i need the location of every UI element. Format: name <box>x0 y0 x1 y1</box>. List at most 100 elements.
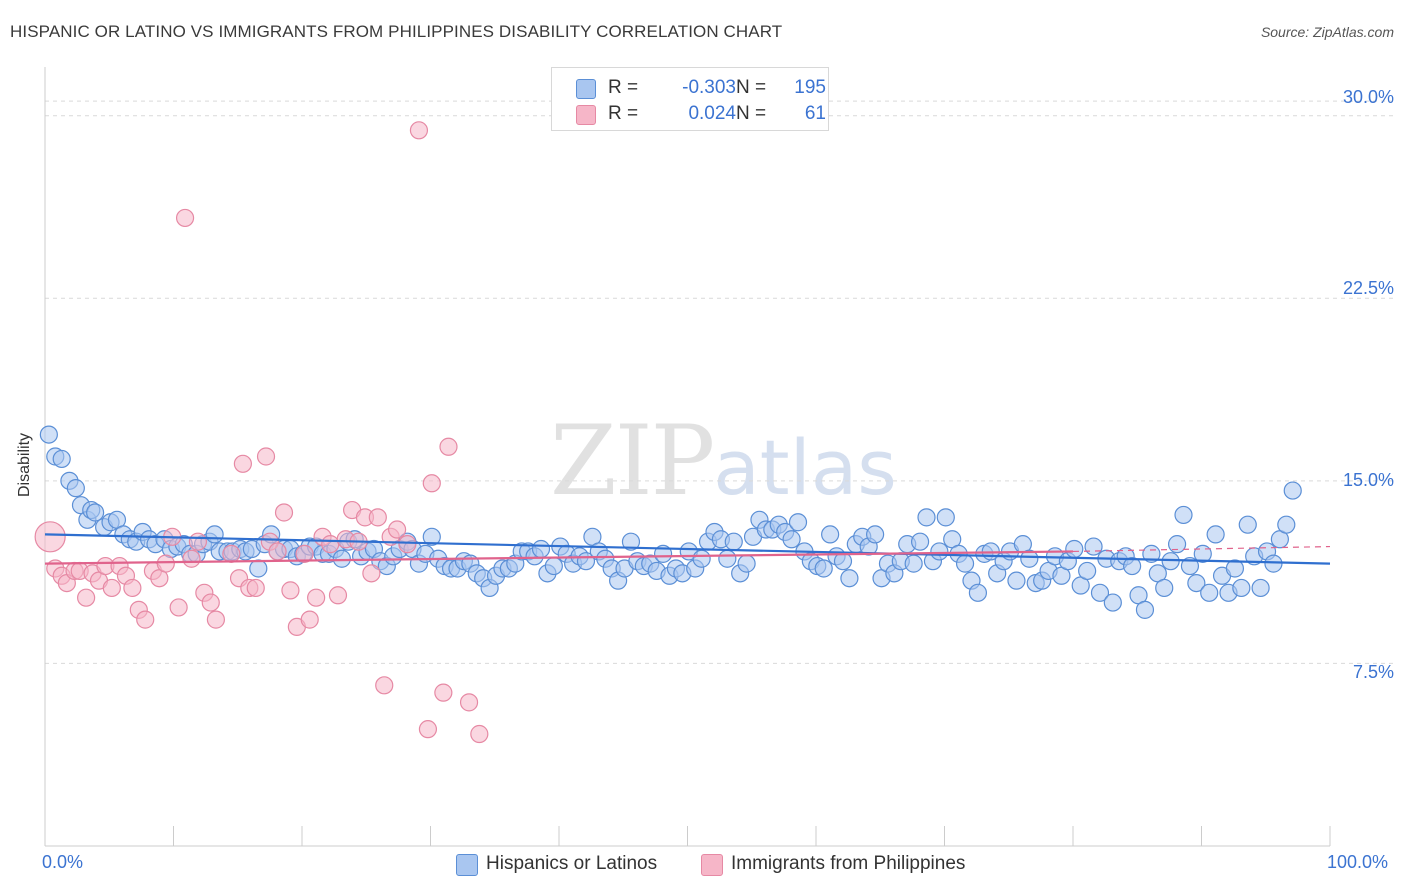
philippines-point <box>246 578 265 598</box>
hispanic-point <box>1078 561 1097 581</box>
watermark-zip: ZIP <box>550 405 715 517</box>
legend-n-label: N = <box>736 103 767 124</box>
philippines-point <box>398 535 417 554</box>
hispanic-point <box>1238 515 1257 534</box>
legend-n-value: 195 <box>794 77 826 98</box>
philippines-point <box>188 532 208 551</box>
stats-legend: R = -0.303 N = 195 R = 0.024 N = 61 <box>551 67 829 131</box>
hispanic-trend-line <box>44 533 1331 565</box>
philippines-point <box>418 720 438 739</box>
hispanic-point <box>1020 549 1039 568</box>
y-tick-label-7-5: 7.5% <box>1352 662 1394 682</box>
philippines-point <box>268 542 287 561</box>
hispanic-point <box>904 554 923 573</box>
philippines-point <box>222 544 241 563</box>
hispanic-point <box>1007 571 1026 590</box>
hispanic-point <box>1206 525 1225 544</box>
hispanic-point <box>621 532 641 551</box>
hispanic-point <box>814 559 833 578</box>
hispanic-point <box>1103 593 1122 612</box>
hispanic-point <box>910 532 930 551</box>
hispanic-point <box>86 503 105 522</box>
philippines-point <box>169 598 188 617</box>
philippines-trend-line <box>44 550 1074 565</box>
hispanic-point <box>1084 537 1103 556</box>
philippines-point <box>422 474 441 493</box>
philippines-point <box>434 683 453 702</box>
philippines-point <box>256 447 276 466</box>
hispanic-point <box>718 549 737 568</box>
hispanic-point <box>724 532 743 551</box>
philippines-point <box>281 581 300 600</box>
hispanic-point <box>821 525 840 544</box>
source-label: Source: ZipAtlas.com <box>1260 24 1394 40</box>
hispanic-point <box>544 556 563 576</box>
philippines-point <box>307 588 326 607</box>
hispanic-point <box>332 549 351 568</box>
hispanic-point <box>1283 481 1302 500</box>
y-tick-label-22-5: 22.5% <box>1342 278 1394 298</box>
hispanic-point <box>930 542 949 561</box>
legend-r-value: 0.024 <box>688 103 736 124</box>
legend-swatch-philippines <box>576 105 596 125</box>
philippines-point <box>201 593 220 612</box>
hispanic-point <box>1090 583 1110 602</box>
hispanic-point <box>422 527 441 546</box>
philippines-point <box>274 503 294 522</box>
philippines-point <box>368 508 387 527</box>
philippines-point <box>362 564 381 583</box>
hispanic-point <box>66 479 85 498</box>
hispanic-point <box>1187 573 1206 593</box>
series-legend-label: Hispanics or Latinos <box>486 853 658 874</box>
chart-title: HISPANIC OR LATINO VS IMMIGRANTS FROM PH… <box>10 22 783 41</box>
hispanic-point <box>955 554 975 573</box>
hispanic-point <box>1167 535 1187 554</box>
hispanic-point <box>1200 583 1219 602</box>
hispanic-point <box>968 583 988 602</box>
philippines-point <box>102 578 121 598</box>
hispanic-point <box>1232 578 1251 598</box>
hispanic-point <box>1065 539 1084 559</box>
y-axis-label: Disability <box>16 432 33 497</box>
legend-r-label: R = <box>608 103 639 124</box>
hispanic-point <box>737 554 756 573</box>
philippines-point <box>470 724 489 744</box>
hispanic-point <box>531 539 551 559</box>
philippines-point <box>123 578 142 598</box>
hispanic-point <box>917 508 936 527</box>
philippines-point <box>233 454 252 473</box>
hispanic-point <box>866 525 885 544</box>
series-legend-label: Immigrants from Philippines <box>731 853 966 874</box>
philippines-point <box>387 520 407 539</box>
legend-swatch-hispanic <box>576 79 596 99</box>
hispanic-point <box>52 449 71 469</box>
series-legend: Hispanics or Latinos Immigrants from Phi… <box>0 852 1406 878</box>
hispanic-point <box>1180 556 1200 576</box>
legend-r-label: R = <box>608 77 639 98</box>
philippines-point <box>156 554 175 573</box>
x-tick-label-0: 0.0% <box>42 852 84 872</box>
hispanic-point <box>936 508 955 527</box>
philippines-point <box>459 693 479 712</box>
hispanic-point <box>1277 515 1296 534</box>
philippines-point <box>295 544 314 563</box>
philippines-point <box>321 535 340 554</box>
series-legend-swatch-philippines <box>701 854 723 876</box>
hispanic-point <box>1174 505 1193 525</box>
hispanic-point <box>692 549 711 568</box>
philippines-point <box>34 521 66 553</box>
philippines-point <box>409 121 429 140</box>
hispanic-point <box>39 425 58 444</box>
legend-n-value: 61 <box>804 103 826 124</box>
hispanic-point <box>1225 559 1245 578</box>
y-tick-label-15: 15.0% <box>1342 470 1394 490</box>
philippines-point <box>182 549 201 568</box>
philippines-point <box>300 610 319 629</box>
hispanic-point <box>782 530 801 549</box>
hispanic-point <box>1251 578 1270 598</box>
philippines-point <box>328 586 348 605</box>
hispanic-point <box>205 525 224 544</box>
hispanic-point <box>840 569 859 588</box>
philippines-point <box>375 676 394 695</box>
